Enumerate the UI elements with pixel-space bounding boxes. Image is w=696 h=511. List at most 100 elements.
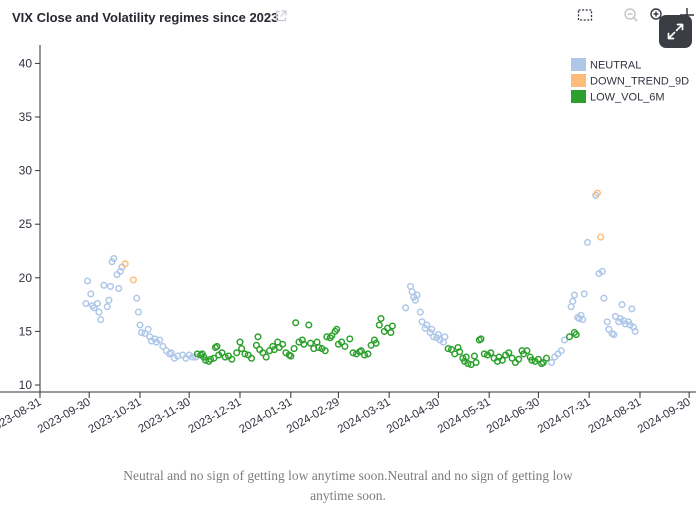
data-point-low-vol-6m[interactable]	[262, 353, 270, 361]
data-point-low-vol-6m[interactable]	[565, 333, 574, 341]
data-point-low-vol-6m[interactable]	[464, 360, 472, 368]
data-point-neutral[interactable]	[83, 277, 92, 285]
data-point-neutral[interactable]	[402, 304, 410, 312]
data-point-neutral[interactable]	[93, 299, 101, 308]
data-point-low-vol-6m[interactable]	[338, 338, 346, 346]
data-point-neutral[interactable]	[580, 290, 588, 298]
data-point-low-vol-6m[interactable]	[487, 349, 495, 357]
data-point-low-vol-6m[interactable]	[300, 340, 308, 348]
data-point-neutral[interactable]	[97, 316, 105, 324]
data-point-low-vol-6m[interactable]	[498, 356, 506, 364]
data-point-low-vol-6m[interactable]	[515, 355, 523, 363]
data-point-down-trend-9d[interactable]	[593, 189, 601, 197]
data-point-neutral[interactable]	[110, 254, 118, 263]
data-point-neutral[interactable]	[598, 267, 606, 275]
data-point-low-vol-6m[interactable]	[236, 338, 244, 346]
data-point-neutral[interactable]	[600, 294, 608, 302]
data-point-neutral[interactable]	[605, 325, 613, 333]
data-point-neutral[interactable]	[134, 308, 142, 316]
data-point-neutral[interactable]	[583, 238, 592, 246]
data-point-low-vol-6m[interactable]	[292, 319, 300, 327]
data-point-neutral[interactable]	[167, 349, 175, 357]
data-point-neutral[interactable]	[418, 318, 426, 326]
data-point-low-vol-6m[interactable]	[470, 352, 478, 360]
fullscreen-button[interactable]	[659, 15, 692, 48]
box-select-icon[interactable]	[576, 6, 594, 24]
data-point-down-trend-9d[interactable]	[597, 233, 605, 241]
data-point-low-vol-6m[interactable]	[287, 352, 295, 360]
data-point-neutral[interactable]	[561, 336, 569, 344]
data-point-low-vol-6m[interactable]	[375, 321, 383, 329]
data-point-low-vol-6m[interactable]	[472, 358, 480, 367]
data-point-neutral[interactable]	[441, 333, 449, 341]
data-point-low-vol-6m[interactable]	[279, 340, 287, 348]
data-point-neutral[interactable]	[631, 327, 639, 335]
data-point-neutral[interactable]	[570, 291, 578, 299]
data-point-neutral[interactable]	[87, 290, 95, 298]
data-point-low-vol-6m[interactable]	[221, 353, 229, 361]
data-point-neutral[interactable]	[144, 325, 152, 333]
data-point-low-vol-6m[interactable]	[462, 353, 470, 361]
data-point-low-vol-6m[interactable]	[377, 314, 385, 323]
data-point-low-vol-6m[interactable]	[206, 355, 215, 363]
data-point-low-vol-6m[interactable]	[247, 354, 256, 362]
data-point-low-vol-6m[interactable]	[341, 342, 349, 350]
data-point-neutral[interactable]	[133, 294, 141, 302]
data-point-low-vol-6m[interactable]	[210, 354, 218, 362]
data-point-neutral[interactable]	[188, 353, 197, 361]
data-point-low-vol-6m[interactable]	[361, 351, 369, 359]
data-point-neutral[interactable]	[603, 318, 611, 326]
data-point-neutral[interactable]	[416, 308, 424, 316]
legend[interactable]: NEUTRAL DOWN_TREND_9D LOW_VOL_6M	[571, 58, 689, 104]
data-point-neutral[interactable]	[628, 305, 636, 313]
data-point-low-vol-6m[interactable]	[346, 335, 354, 343]
data-point-neutral[interactable]	[569, 297, 577, 305]
data-point-low-vol-6m[interactable]	[213, 342, 221, 350]
data-point-low-vol-6m[interactable]	[444, 345, 452, 353]
data-point-low-vol-6m[interactable]	[528, 356, 536, 364]
data-point-low-vol-6m[interactable]	[238, 345, 246, 353]
data-point-neutral[interactable]	[95, 308, 103, 316]
data-point-low-vol-6m[interactable]	[480, 350, 488, 358]
data-point-low-vol-6m[interactable]	[456, 348, 464, 356]
data-point-neutral[interactable]	[138, 328, 146, 337]
data-point-low-vol-6m[interactable]	[252, 341, 260, 349]
data-point-neutral[interactable]	[82, 299, 90, 308]
data-point-neutral[interactable]	[103, 303, 111, 311]
data-point-low-vol-6m[interactable]	[259, 349, 267, 357]
data-point-down-trend-9d[interactable]	[129, 276, 137, 284]
data-point-low-vol-6m[interactable]	[315, 343, 323, 352]
data-point-low-vol-6m[interactable]	[534, 355, 542, 363]
data-point-low-vol-6m[interactable]	[228, 355, 236, 363]
data-point-neutral[interactable]	[136, 321, 144, 329]
data-point-neutral[interactable]	[547, 358, 556, 367]
data-point-low-vol-6m[interactable]	[349, 349, 357, 357]
data-point-low-vol-6m[interactable]	[328, 332, 336, 340]
data-point-low-vol-6m[interactable]	[241, 350, 249, 358]
data-point-down-trend-9d[interactable]	[121, 260, 129, 268]
data-point-low-vol-6m[interactable]	[505, 349, 513, 357]
data-point-neutral[interactable]	[115, 284, 123, 293]
data-point-neutral[interactable]	[141, 329, 149, 338]
data-point-low-vol-6m[interactable]	[333, 325, 341, 333]
data-point-neutral[interactable]	[159, 342, 167, 350]
data-point-neutral[interactable]	[423, 321, 431, 329]
data-point-neutral[interactable]	[90, 304, 98, 312]
data-point-low-vol-6m[interactable]	[290, 345, 298, 353]
data-point-low-vol-6m[interactable]	[357, 347, 365, 355]
data-point-low-vol-6m[interactable]	[477, 335, 485, 343]
data-point-low-vol-6m[interactable]	[523, 347, 531, 355]
data-point-low-vol-6m[interactable]	[508, 354, 516, 362]
data-point-neutral[interactable]	[557, 347, 565, 355]
data-point-neutral[interactable]	[100, 281, 108, 289]
data-point-low-vol-6m[interactable]	[542, 354, 551, 362]
data-point-low-vol-6m[interactable]	[572, 331, 580, 339]
data-point-low-vol-6m[interactable]	[372, 339, 380, 347]
data-point-neutral[interactable]	[105, 296, 113, 304]
zoom-out-icon[interactable]	[622, 6, 640, 24]
data-point-neutral[interactable]	[156, 336, 164, 344]
data-point-low-vol-6m[interactable]	[321, 347, 329, 355]
data-point-neutral[interactable]	[428, 325, 436, 333]
data-point-neutral[interactable]	[618, 301, 626, 309]
data-point-neutral[interactable]	[579, 316, 587, 324]
